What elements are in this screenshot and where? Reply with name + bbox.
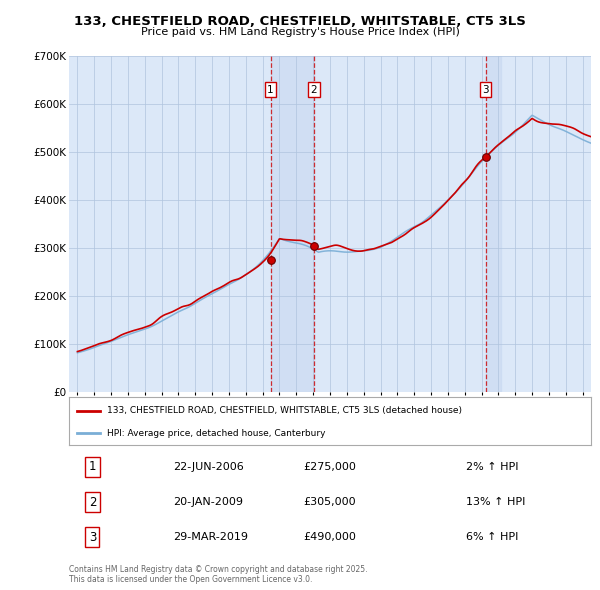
Text: Contains HM Land Registry data © Crown copyright and database right 2025.
This d: Contains HM Land Registry data © Crown c… — [69, 565, 367, 584]
Text: 3: 3 — [482, 85, 489, 94]
Text: 133, CHESTFIELD ROAD, CHESTFIELD, WHITSTABLE, CT5 3LS: 133, CHESTFIELD ROAD, CHESTFIELD, WHITST… — [74, 15, 526, 28]
Text: 6% ↑ HPI: 6% ↑ HPI — [466, 532, 518, 542]
Text: 22-JUN-2006: 22-JUN-2006 — [173, 462, 244, 472]
Text: 133, CHESTFIELD ROAD, CHESTFIELD, WHITSTABLE, CT5 3LS (detached house): 133, CHESTFIELD ROAD, CHESTFIELD, WHITST… — [107, 406, 461, 415]
Text: 13% ↑ HPI: 13% ↑ HPI — [466, 497, 525, 507]
Text: £275,000: £275,000 — [304, 462, 356, 472]
Text: 29-MAR-2019: 29-MAR-2019 — [173, 532, 248, 542]
Text: 2: 2 — [311, 85, 317, 94]
Text: HPI: Average price, detached house, Canterbury: HPI: Average price, detached house, Cant… — [107, 429, 325, 438]
Text: 20-JAN-2009: 20-JAN-2009 — [173, 497, 244, 507]
Text: 2% ↑ HPI: 2% ↑ HPI — [466, 462, 518, 472]
Text: 3: 3 — [89, 530, 96, 544]
Text: 2: 2 — [89, 496, 96, 509]
Text: 1: 1 — [267, 85, 274, 94]
Text: £305,000: £305,000 — [304, 497, 356, 507]
Bar — [485, 56, 501, 392]
Text: Price paid vs. HM Land Registry's House Price Index (HPI): Price paid vs. HM Land Registry's House … — [140, 27, 460, 37]
Text: 1: 1 — [89, 460, 96, 474]
Bar — [271, 56, 314, 392]
Text: £490,000: £490,000 — [304, 532, 356, 542]
